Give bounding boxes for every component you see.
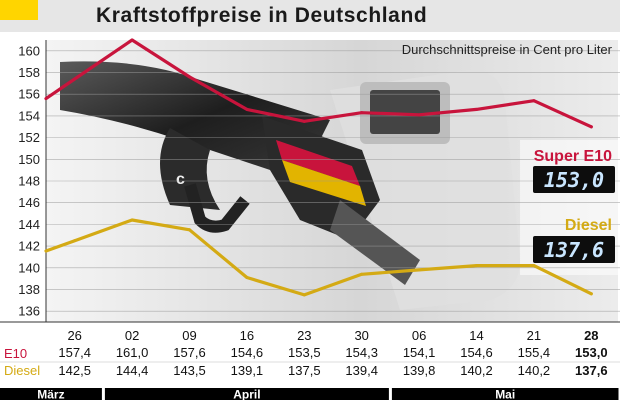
point-e10-4 xyxy=(302,119,306,123)
month-label-2: Mai xyxy=(495,388,515,401)
row-label-e10: E10 xyxy=(4,346,27,361)
value-e10-7: 154,6 xyxy=(460,345,493,360)
x-tick-02: 02 xyxy=(125,328,139,343)
x-tick-26: 26 xyxy=(67,328,81,343)
point-diesel-2 xyxy=(188,228,191,232)
value-diesel-6: 139,8 xyxy=(403,363,436,378)
y-tick-148: 148 xyxy=(18,174,40,189)
y-tick-150: 150 xyxy=(18,152,40,167)
point-e10-5 xyxy=(360,111,364,115)
point-diesel-3 xyxy=(245,276,249,280)
x-tick-06: 06 xyxy=(412,328,426,343)
point-e10-6 xyxy=(417,113,421,117)
logo-mark xyxy=(0,0,38,20)
month-band-2 xyxy=(391,388,619,400)
chart-subtitle: Durchschnittspreise in Cent pro Liter xyxy=(402,42,613,57)
point-diesel-7 xyxy=(475,264,478,268)
lcd-value-e10: 153,0 xyxy=(544,168,604,192)
value-diesel-3: 139,1 xyxy=(231,363,264,378)
table-background xyxy=(0,322,620,388)
x-tick-09: 09 xyxy=(182,328,196,343)
point-e10-0 xyxy=(73,77,77,81)
month-label-0: März xyxy=(37,388,64,401)
value-diesel-1: 144,4 xyxy=(116,363,149,378)
point-diesel-4 xyxy=(302,293,306,297)
value-diesel-8: 140,2 xyxy=(518,363,551,378)
point-e10-1 xyxy=(130,38,134,42)
grid xyxy=(46,50,620,312)
point-e10-7 xyxy=(475,107,478,111)
month-bar: März April Mai xyxy=(0,388,619,402)
row-label-diesel: Diesel xyxy=(4,363,40,378)
point-diesel-6 xyxy=(417,268,421,272)
value-e10-2: 157,6 xyxy=(173,345,206,360)
y-axis: 136 138 140 142 144 146 148 150 152 154 156 158 160 xyxy=(18,40,47,322)
page-title: Kraftstoffpreise in Deutschland xyxy=(96,4,427,27)
series-lines xyxy=(44,38,593,297)
legend-label-e10: Super E10 xyxy=(534,148,612,165)
point-e10-3 xyxy=(245,107,249,111)
point-diesel-5 xyxy=(360,272,364,276)
value-e10-6: 154,1 xyxy=(403,345,436,360)
value-diesel-5: 139,4 xyxy=(345,363,378,378)
value-e10-4: 153,5 xyxy=(288,345,321,360)
y-tick-152: 152 xyxy=(18,130,40,145)
svg-text:c: c xyxy=(176,171,185,188)
value-e10-3: 154,6 xyxy=(231,345,264,360)
y-tick-158: 158 xyxy=(18,65,40,80)
y-tick-154: 154 xyxy=(18,108,40,123)
point-e10-8 xyxy=(532,99,536,103)
x-tick-14: 14 xyxy=(469,328,483,343)
lcd-display-e10 xyxy=(533,166,615,193)
x-tick-21: 21 xyxy=(527,328,541,343)
value-table: 26 02 09 16 23 30 06 14 21 28 157,4 161,0 157,6 154,6… xyxy=(0,328,620,378)
y-tick-136: 136 xyxy=(18,304,40,319)
point-diesel-9 xyxy=(589,292,593,296)
month-band-1 xyxy=(104,388,389,400)
value-e10-0: 157,4 xyxy=(58,345,91,360)
x-tick-23: 23 xyxy=(297,328,311,343)
value-diesel-7: 140,2 xyxy=(460,363,493,378)
y-tick-146: 146 xyxy=(18,195,40,210)
legend-diesel: Diesel 137,6 xyxy=(533,217,615,263)
y-tick-140: 140 xyxy=(18,260,40,275)
value-e10-5: 154,3 xyxy=(345,345,378,360)
month-band-0 xyxy=(0,388,102,400)
y-tick-160: 160 xyxy=(18,43,40,58)
point-diesel-8 xyxy=(532,264,536,268)
y-tick-144: 144 xyxy=(18,217,40,232)
y-tick-138: 138 xyxy=(18,282,40,297)
y-tick-156: 156 xyxy=(18,87,40,102)
x-tick-16: 16 xyxy=(240,328,254,343)
value-diesel-4: 137,5 xyxy=(288,363,321,378)
x-tick-28: 28 xyxy=(584,328,598,343)
point-e10-2 xyxy=(188,75,191,79)
lcd-value-diesel: 137,6 xyxy=(544,238,604,262)
value-diesel-2: 143,5 xyxy=(173,363,206,378)
value-e10-1: 161,0 xyxy=(116,345,149,360)
month-label-1: April xyxy=(233,388,260,401)
point-diesel-0 xyxy=(73,239,77,243)
lcd-display-diesel xyxy=(533,236,615,263)
x-tick-30: 30 xyxy=(354,328,368,343)
legend-e10: Super E10 153,0 xyxy=(533,148,615,193)
header-bar xyxy=(0,0,620,32)
point-e10-9 xyxy=(589,125,593,129)
legend-label-diesel: Diesel xyxy=(565,217,612,234)
y-tick-142: 142 xyxy=(18,239,40,254)
point-diesel-1 xyxy=(130,218,134,222)
value-diesel-0: 142,5 xyxy=(58,363,91,378)
value-diesel-9: 137,6 xyxy=(575,363,608,378)
value-e10-9: 153,0 xyxy=(575,345,608,360)
value-e10-8: 155,4 xyxy=(518,345,551,360)
